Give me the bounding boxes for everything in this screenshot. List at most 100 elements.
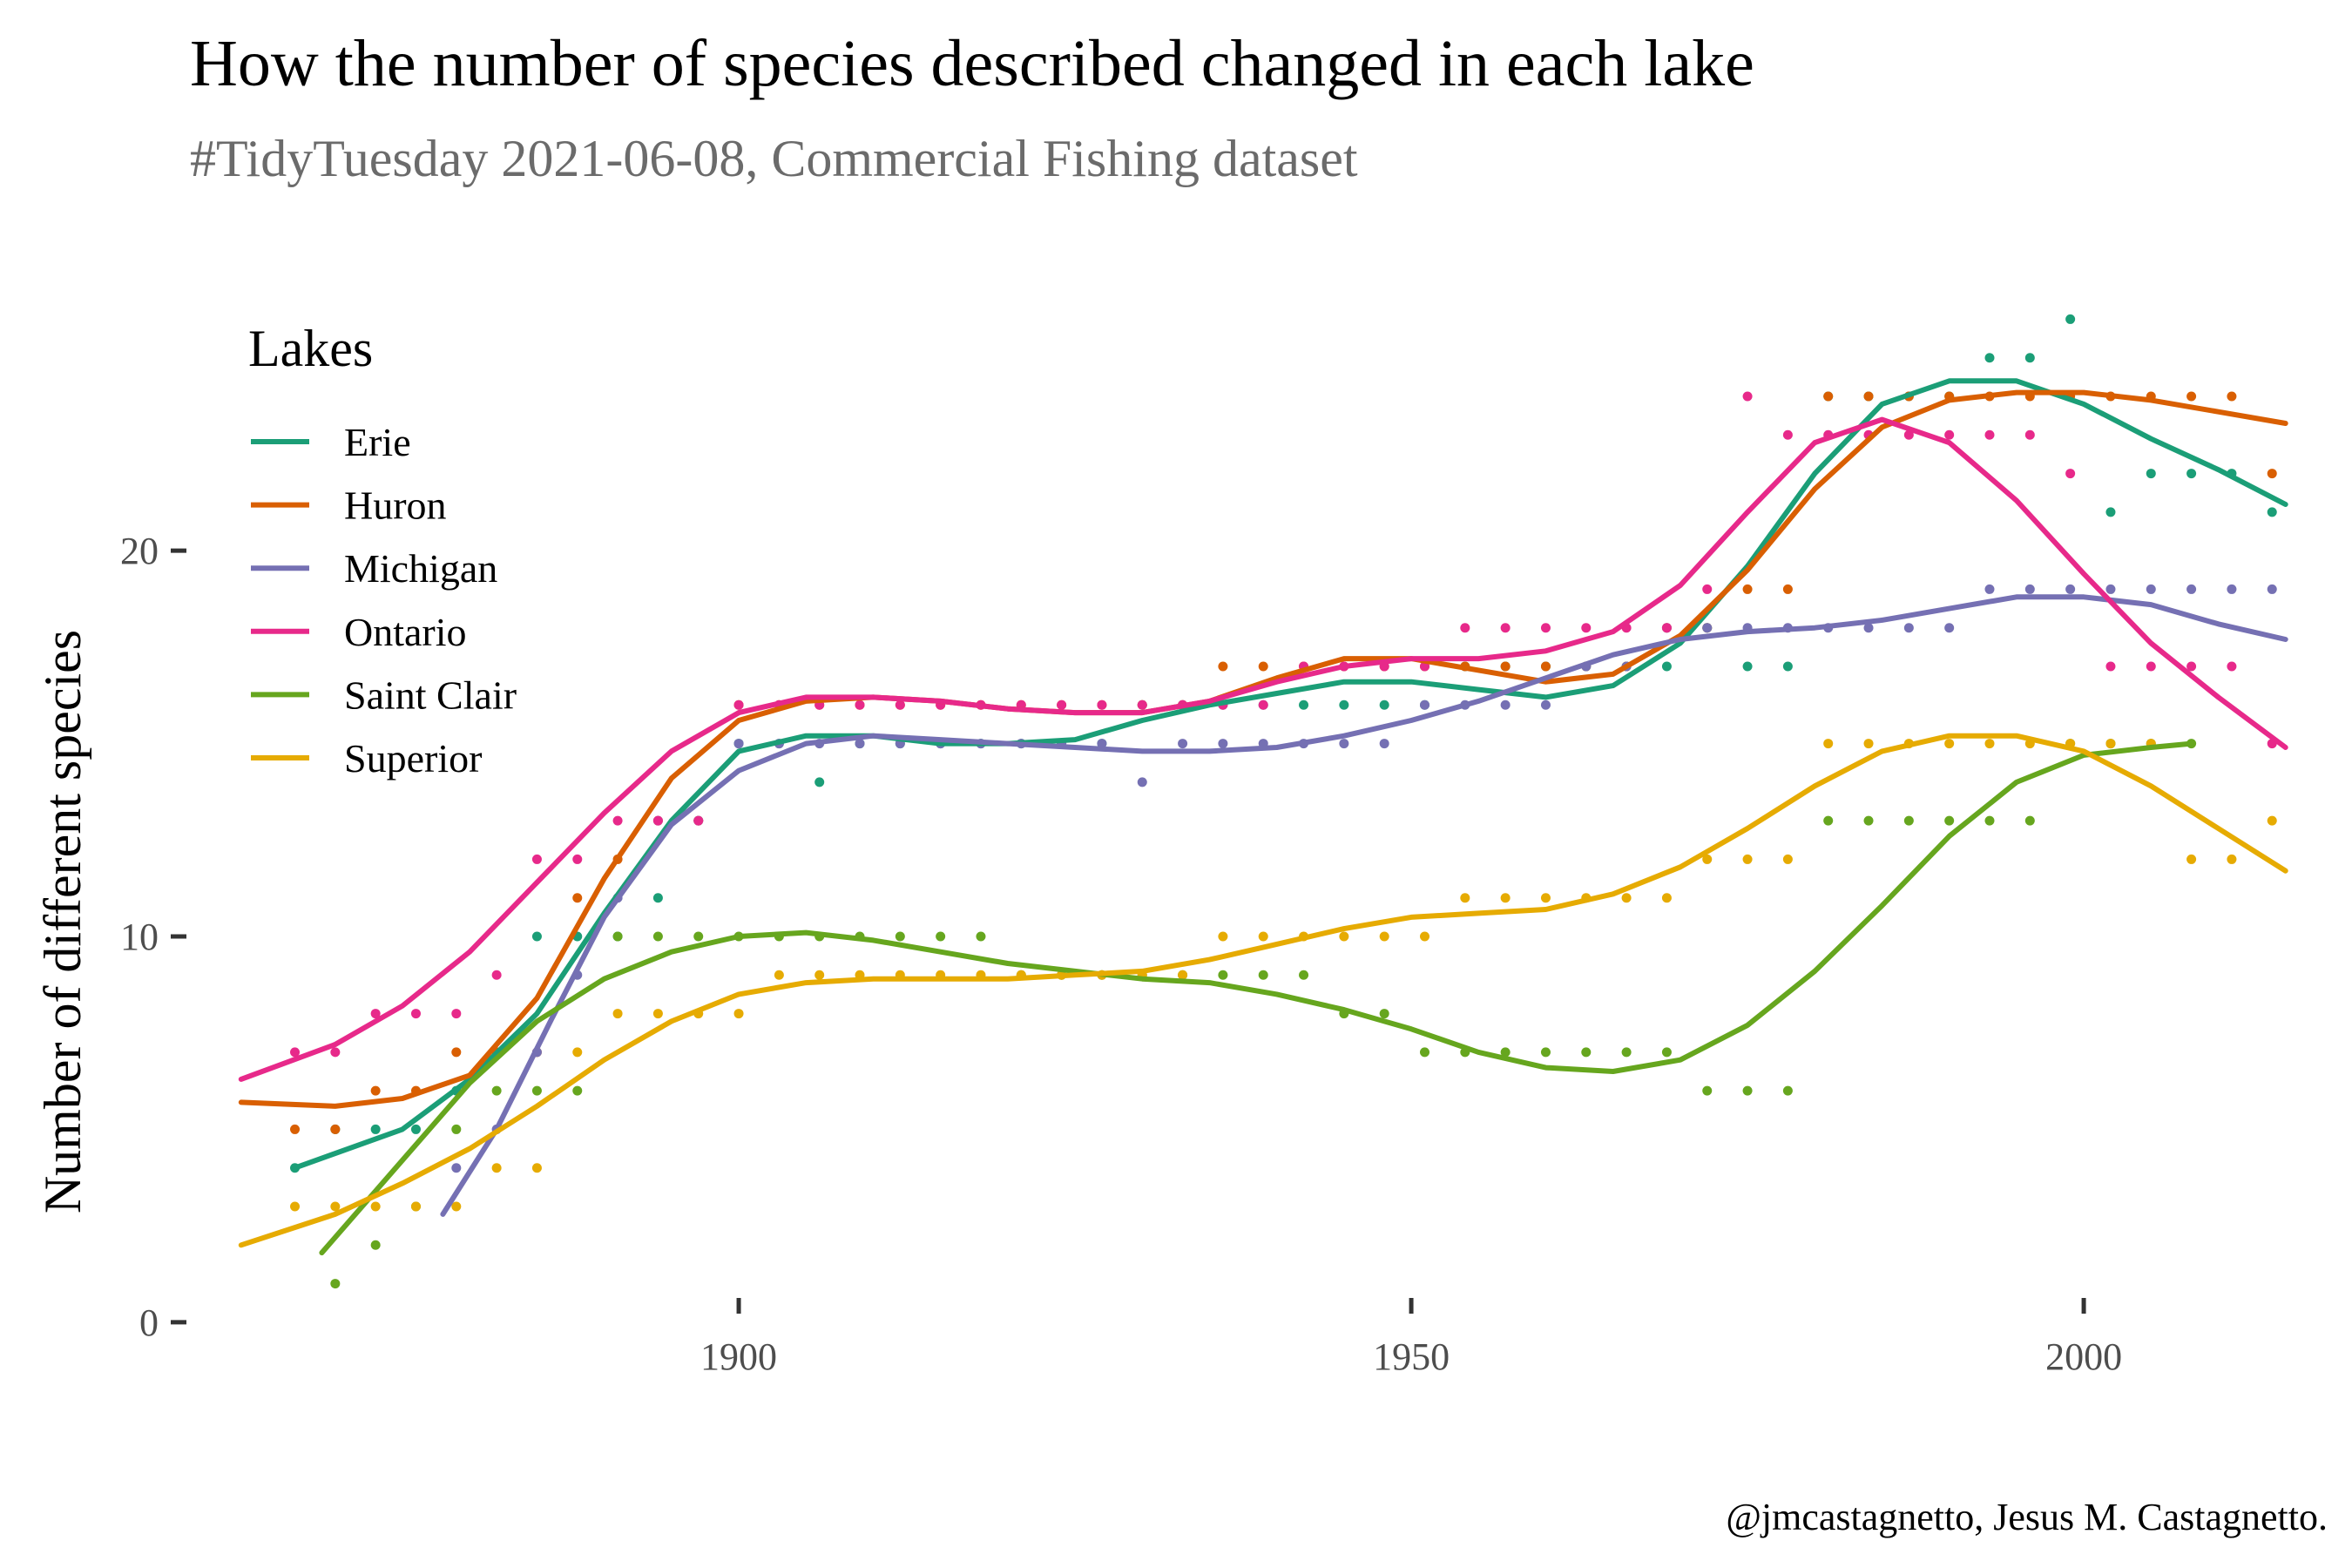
data-point-saint-clair [1420, 1047, 1430, 1058]
data-point-michigan [1500, 700, 1511, 710]
data-point-saint-clair [1581, 1047, 1592, 1058]
data-point-erie [370, 1124, 381, 1134]
data-point-saint-clair [652, 931, 663, 942]
data-point-erie [2186, 469, 2197, 479]
data-point-michigan [2267, 584, 2277, 594]
data-point-ontario [1782, 429, 1793, 440]
data-point-erie [2065, 314, 2076, 324]
data-point-saint-clair [612, 931, 623, 942]
data-point-saint-clair [451, 1124, 462, 1134]
data-point-superior [572, 1047, 583, 1058]
x-tick-label: 1950 [1373, 1335, 1450, 1378]
data-point-ontario [2186, 661, 2197, 672]
data-point-ontario [1702, 584, 1713, 594]
data-point-superior [2227, 854, 2237, 864]
data-point-michigan [1702, 623, 1713, 633]
data-point-saint-clair [1379, 1009, 1389, 1019]
data-point-michigan [1178, 739, 1188, 749]
data-point-ontario [1057, 700, 1067, 710]
data-point-erie [652, 893, 663, 903]
x-axis: 1900 1950 2000 [700, 1298, 2122, 1378]
data-point-michigan [1097, 739, 1107, 749]
data-point-michigan [2186, 584, 2197, 594]
data-point-michigan [1379, 739, 1389, 749]
data-point-ontario [330, 1047, 341, 1058]
data-point-superior [1178, 970, 1188, 980]
trend-line-ontario [238, 416, 2288, 1082]
data-point-superior [1621, 893, 1632, 903]
y-axis: 0 10 20 [120, 530, 186, 1344]
data-point-erie [2146, 469, 2156, 479]
data-point-superior [2267, 815, 2277, 826]
legend-label-saint-clair: Saint Clair [344, 672, 517, 717]
data-point-michigan [1218, 739, 1228, 749]
data-point-huron [1540, 661, 1551, 672]
data-point-michigan [2227, 584, 2237, 594]
data-point-ontario [572, 854, 583, 864]
data-point-erie [1339, 700, 1349, 710]
data-point-erie [2105, 507, 2116, 517]
trend-line-michigan [440, 594, 2288, 1217]
data-point-superior [2105, 739, 2116, 749]
legend: Lakes Erie Huron Michigan Ontario Saint Clai… [248, 320, 517, 781]
data-point-ontario [652, 815, 663, 826]
data-point-superior [410, 1201, 421, 1212]
data-point-ontario [531, 854, 542, 864]
data-point-huron [451, 1047, 462, 1058]
data-point-saint-clair [572, 1085, 583, 1096]
data-point-huron [1863, 391, 1874, 402]
data-point-saint-clair [1903, 815, 1914, 826]
data-point-saint-clair [1661, 1047, 1672, 1058]
data-point-superior [1863, 739, 1874, 749]
data-point-superior [1661, 893, 1672, 903]
data-point-ontario [2146, 661, 2156, 672]
data-point-ontario [1137, 700, 1147, 710]
data-point-erie [2267, 507, 2277, 517]
legend-title: Lakes [248, 320, 373, 377]
data-point-superior [491, 1163, 502, 1173]
legend-label-ontario: Ontario [344, 610, 467, 654]
data-point-ontario [2227, 661, 2237, 672]
data-point-superior [1984, 739, 1995, 749]
data-point-saint-clair [693, 931, 704, 942]
data-point-erie [1379, 700, 1389, 710]
data-point-erie [1782, 661, 1793, 672]
data-point-michigan [2105, 584, 2116, 594]
data-point-saint-clair [1540, 1047, 1551, 1058]
data-point-ontario [855, 700, 865, 710]
data-point-ontario [1258, 700, 1268, 710]
data-point-huron [572, 893, 583, 903]
data-point-michigan [1420, 700, 1430, 710]
data-point-ontario [612, 815, 623, 826]
data-point-erie [1299, 700, 1309, 710]
data-point-huron [1258, 661, 1268, 672]
data-point-saint-clair [1823, 815, 1834, 826]
data-point-superior [612, 1009, 623, 1019]
data-point-michigan [2146, 584, 2156, 594]
data-point-erie [1742, 661, 1753, 672]
data-point-superior [1782, 854, 1793, 864]
chart-caption: @jmcastagnetto, Jesus M. Castagnetto. [1726, 1496, 2328, 1538]
data-point-superior [1258, 931, 1268, 942]
data-point-ontario [1661, 623, 1672, 633]
data-point-michigan [2024, 584, 2035, 594]
data-point-superior [1460, 893, 1470, 903]
trend-line-superior [238, 733, 2288, 1248]
data-point-ontario [410, 1009, 421, 1019]
data-point-ontario [1500, 623, 1511, 633]
data-point-ontario [1984, 429, 1995, 440]
data-point-saint-clair [370, 1240, 381, 1250]
data-point-saint-clair [1944, 815, 1955, 826]
x-tick-label: 2000 [2045, 1335, 2122, 1378]
data-point-ontario [1097, 700, 1107, 710]
data-point-superior [2186, 854, 2197, 864]
data-point-saint-clair [330, 1279, 341, 1289]
data-point-ontario [491, 970, 502, 980]
data-point-saint-clair [1782, 1085, 1793, 1096]
data-point-huron [2267, 469, 2277, 479]
data-point-superior [370, 1201, 381, 1212]
data-point-ontario [1944, 429, 1955, 440]
data-point-michigan [855, 739, 865, 749]
